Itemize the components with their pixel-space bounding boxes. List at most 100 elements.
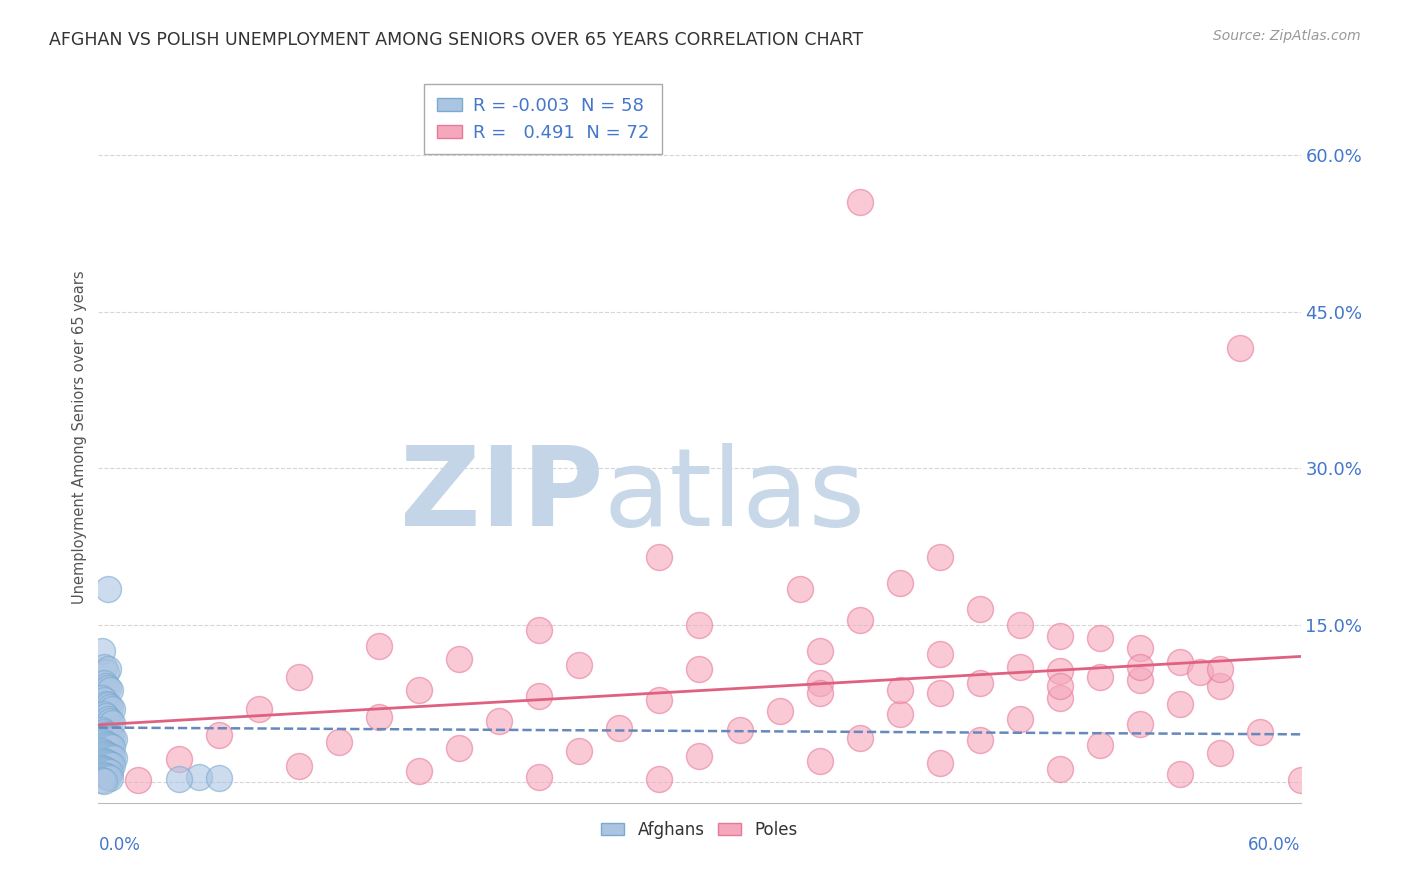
Point xyxy=(103,732,125,747)
Point xyxy=(1088,739,1111,753)
Point xyxy=(100,739,122,754)
Point xyxy=(1010,618,1032,632)
Point xyxy=(648,772,671,786)
Point xyxy=(808,675,831,690)
Point xyxy=(929,686,952,700)
Point xyxy=(288,670,311,684)
Point xyxy=(1049,679,1071,693)
Text: AFGHAN VS POLISH UNEMPLOYMENT AMONG SENIORS OVER 65 YEARS CORRELATION CHART: AFGHAN VS POLISH UNEMPLOYMENT AMONG SENI… xyxy=(49,31,863,49)
Point xyxy=(1250,724,1272,739)
Point xyxy=(408,682,430,697)
Point xyxy=(929,756,952,770)
Point xyxy=(101,740,124,755)
Point xyxy=(1049,691,1071,706)
Point xyxy=(929,550,952,565)
Point xyxy=(91,772,114,787)
Point xyxy=(187,770,209,784)
Point xyxy=(1129,673,1152,687)
Point xyxy=(969,602,991,616)
Point xyxy=(100,682,122,697)
Point xyxy=(103,751,125,765)
Point xyxy=(568,657,591,672)
Point xyxy=(808,754,831,768)
Point xyxy=(100,714,122,729)
Point xyxy=(93,693,115,707)
Point xyxy=(97,764,120,779)
Point xyxy=(849,731,872,745)
Point xyxy=(96,737,118,751)
Point xyxy=(91,761,114,775)
Point xyxy=(1170,766,1192,780)
Point xyxy=(849,194,872,209)
Point xyxy=(96,764,118,778)
Point xyxy=(101,731,124,745)
Point xyxy=(488,714,510,729)
Point xyxy=(91,644,114,658)
Point xyxy=(96,747,118,761)
Point xyxy=(93,763,115,777)
Point xyxy=(93,754,115,768)
Point xyxy=(529,624,551,638)
Point xyxy=(100,765,122,780)
Point xyxy=(101,758,124,772)
Point xyxy=(969,733,991,747)
Point xyxy=(1010,712,1032,726)
Point xyxy=(328,735,350,749)
Point xyxy=(101,716,124,731)
Point xyxy=(728,723,751,737)
Point xyxy=(93,773,115,788)
Text: Source: ZipAtlas.com: Source: ZipAtlas.com xyxy=(1213,29,1361,43)
Point xyxy=(368,639,391,653)
Point xyxy=(1088,631,1111,645)
Point xyxy=(91,691,114,706)
Point xyxy=(97,728,120,742)
Point xyxy=(1209,746,1232,760)
Point xyxy=(97,747,120,762)
Point xyxy=(93,724,115,739)
Point xyxy=(93,660,115,674)
Point xyxy=(1129,641,1152,656)
Point xyxy=(96,755,118,769)
Point xyxy=(208,771,231,785)
Point xyxy=(447,741,470,756)
Point xyxy=(91,743,114,757)
Point xyxy=(96,697,118,711)
Point xyxy=(688,618,710,632)
Point xyxy=(529,690,551,704)
Point xyxy=(96,665,118,680)
Point xyxy=(648,550,671,565)
Point xyxy=(247,702,270,716)
Point xyxy=(97,698,120,712)
Point xyxy=(768,704,790,718)
Point xyxy=(529,770,551,784)
Point xyxy=(96,679,118,693)
Point xyxy=(96,769,118,783)
Point xyxy=(408,764,430,779)
Point xyxy=(96,727,118,741)
Point xyxy=(97,712,120,726)
Point xyxy=(100,771,122,785)
Point xyxy=(929,648,952,662)
Point xyxy=(1189,665,1212,680)
Point xyxy=(609,721,631,735)
Point xyxy=(93,746,115,760)
Point xyxy=(208,728,231,742)
Point xyxy=(167,772,190,786)
Point xyxy=(789,582,811,596)
Point xyxy=(97,582,120,596)
Point xyxy=(1088,670,1111,684)
Text: 60.0%: 60.0% xyxy=(1249,836,1301,854)
Point xyxy=(889,576,911,591)
Point xyxy=(1170,697,1192,711)
Point xyxy=(167,752,190,766)
Point xyxy=(93,706,115,721)
Point xyxy=(97,739,120,753)
Point xyxy=(128,772,150,787)
Point xyxy=(1289,772,1312,787)
Point xyxy=(1049,664,1071,678)
Legend: Afghans, Poles: Afghans, Poles xyxy=(595,814,804,846)
Point xyxy=(100,699,122,714)
Point xyxy=(808,686,831,700)
Point xyxy=(368,710,391,724)
Point xyxy=(648,693,671,707)
